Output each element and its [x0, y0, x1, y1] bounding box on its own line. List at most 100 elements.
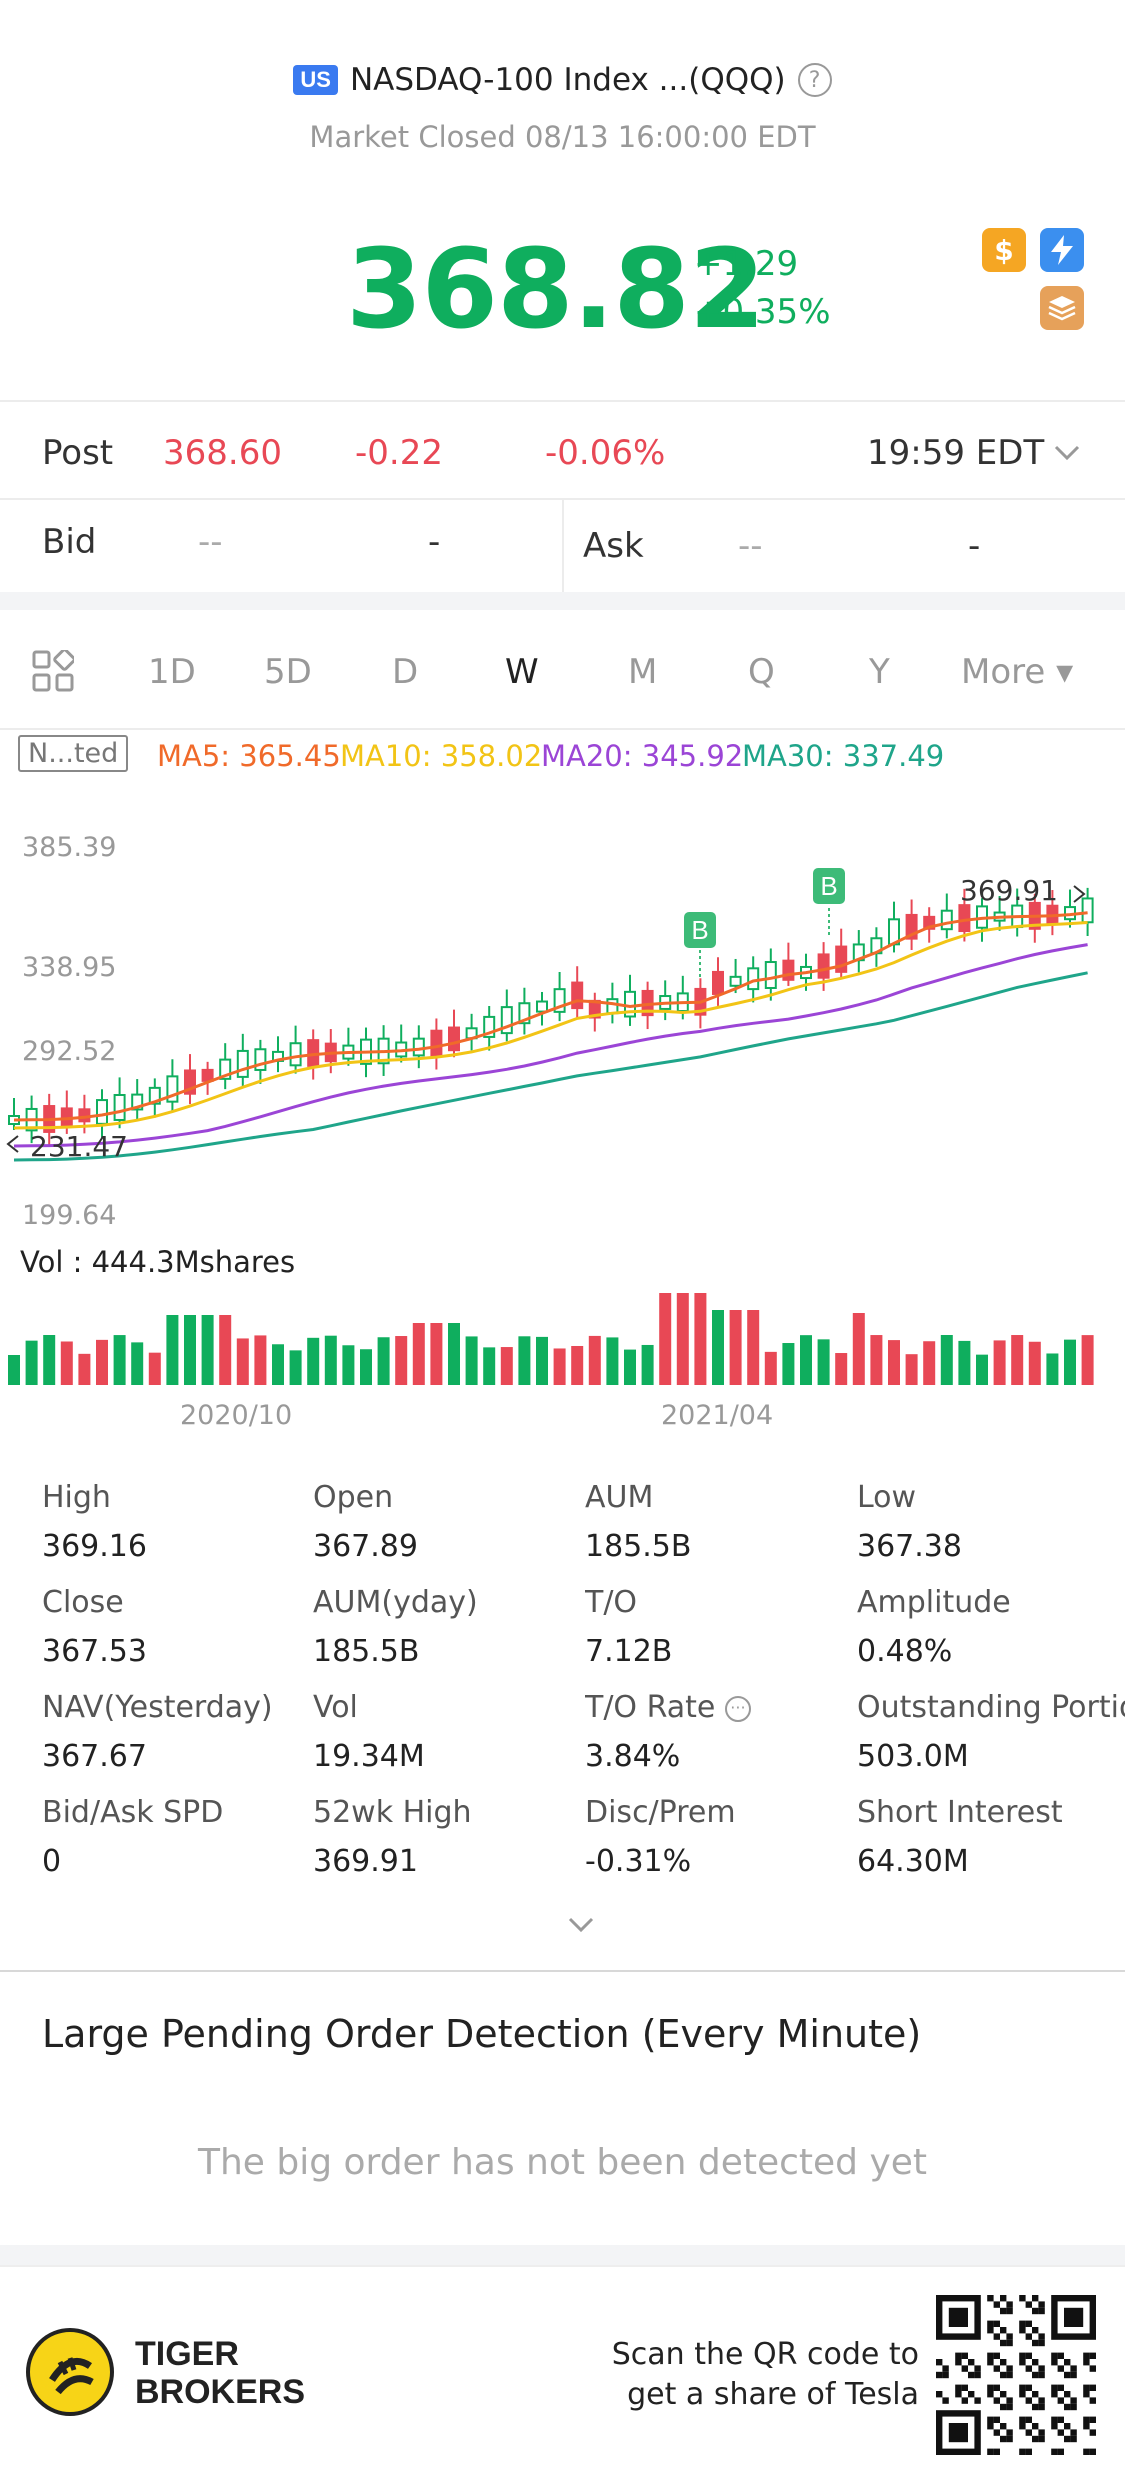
qr-module: [1089, 2448, 1096, 2455]
volume-bar: [782, 1343, 795, 1385]
candle: [606, 998, 619, 1015]
qr-module: [1057, 2416, 1064, 2423]
qr-module: [1038, 2339, 1045, 2347]
volume-bar: [448, 1323, 460, 1385]
volume-bar: [712, 1310, 724, 1385]
volume-bar: [483, 1347, 496, 1385]
stat-outstanding-portion: Outstanding Portion503.0M: [857, 1690, 1125, 1774]
help-icon[interactable]: ?: [797, 63, 832, 97]
y-tick: 385.39: [22, 832, 117, 863]
x-tick: 2021/04: [661, 1400, 774, 1431]
tab-year[interactable]: Y: [869, 652, 890, 692]
volume-bar: [307, 1337, 320, 1385]
ticker-title[interactable]: NASDAQ-100 Index ...(QQQ): [349, 62, 786, 98]
qr-module: [1070, 2429, 1077, 2436]
lightning-icon[interactable]: [1040, 228, 1084, 272]
grid-icon[interactable]: [32, 650, 74, 692]
qr-module: [993, 2333, 1000, 2340]
volume-bar: [25, 1340, 38, 1385]
candle: [166, 1075, 179, 1103]
qr-module: [1032, 2359, 1039, 2366]
tab-5d[interactable]: 5D: [264, 652, 312, 692]
stat-amplitude: Amplitude 0.48%: [857, 1585, 1011, 1669]
tab-1d[interactable]: 1D: [148, 652, 196, 692]
tab-quarter[interactable]: Q: [748, 652, 775, 692]
share-footer: TIGER BROKERS Scan the QR code to get a …: [0, 2265, 1125, 2482]
tab-more[interactable]: More ▾: [961, 652, 1074, 692]
qr-module: [1089, 2429, 1096, 2436]
qr-module: [1070, 2403, 1077, 2411]
volume-bar: [817, 1339, 830, 1385]
buy-marker-text: B: [820, 871, 837, 901]
stat-high: High 369.16: [42, 1480, 147, 1564]
tab-week[interactable]: W: [505, 652, 539, 692]
adjust-mode-button[interactable]: N...ted: [18, 735, 129, 772]
qr-module: [993, 2320, 1000, 2327]
volume-bar: [1028, 1341, 1041, 1385]
qr-module: [942, 2371, 949, 2379]
qr-module: [1006, 2301, 1013, 2308]
volume-bar: [219, 1315, 232, 1385]
divider: [0, 400, 1125, 402]
post-change-percent: -0.06%: [545, 433, 666, 473]
y-tick: 292.52: [22, 1036, 117, 1067]
qr-module: [1000, 2423, 1007, 2430]
volume-bar: [254, 1335, 267, 1385]
volume-bar: [553, 1348, 566, 1385]
qr-module: [1006, 2333, 1013, 2340]
ma30-line: [13, 971, 1088, 1162]
qr-module: [1089, 2384, 1096, 2391]
qr-module: [961, 2365, 968, 2372]
tab-month[interactable]: M: [628, 652, 658, 692]
info-icon[interactable]: ···: [724, 1695, 751, 1722]
candle: [782, 959, 795, 981]
qr-module: [1051, 2423, 1058, 2430]
chevron-down-icon[interactable]: [1054, 445, 1080, 461]
candle: [412, 1037, 425, 1057]
qr-module: [1083, 2448, 1090, 2455]
candle: [764, 961, 777, 989]
qr-module: [993, 2365, 1000, 2372]
high-marker: 369.91: [960, 874, 1058, 907]
volume-bar: [993, 1340, 1006, 1385]
post-time: 19:59 EDT: [867, 433, 1045, 473]
volume-bar: [500, 1347, 513, 1385]
ma20-value: MA20: 345.92: [541, 739, 744, 773]
qr-module: [961, 2397, 968, 2404]
candle: [747, 967, 760, 991]
qr-module: [1038, 2333, 1045, 2340]
layers-icon[interactable]: [1040, 286, 1084, 330]
volume-bar: [588, 1335, 601, 1385]
qr-module: [1000, 2307, 1007, 2315]
candle: [553, 988, 566, 1013]
qr-module: [1038, 2307, 1045, 2315]
candle: [148, 1086, 161, 1105]
qr-finder: [948, 2423, 968, 2443]
qr-module: [955, 2391, 962, 2398]
qr-module: [1038, 2429, 1045, 2436]
candlestick-chart[interactable]: B B 369.91 231.47: [0, 820, 1125, 1240]
qr-finder: [948, 2307, 968, 2327]
expand-chevron-icon[interactable]: [566, 1910, 596, 1940]
post-market-row[interactable]: Post 368.60 -0.22 -0.06% 19:59 EDT: [0, 405, 1125, 500]
qr-module: [1089, 2352, 1096, 2359]
qr-module: [1070, 2371, 1077, 2379]
qr-module: [993, 2301, 1000, 2308]
qr-module: [1051, 2416, 1058, 2423]
post-change: -0.22: [355, 433, 443, 473]
qr-module: [1070, 2365, 1077, 2372]
qr-module: [955, 2352, 962, 2359]
volume-bar: [289, 1350, 302, 1385]
volume-bar: [43, 1335, 56, 1385]
candle: [729, 975, 742, 987]
qr-module: [1025, 2365, 1032, 2372]
qr-module: [1006, 2403, 1013, 2411]
dollar-icon[interactable]: $: [982, 228, 1026, 272]
qr-module: [974, 2365, 981, 2372]
tab-day[interactable]: D: [392, 652, 419, 692]
qr-module: [1064, 2391, 1071, 2398]
stat-turnover-rate[interactable]: T/O Rate ··· 3.84%: [585, 1690, 857, 1774]
candle: [219, 1058, 232, 1080]
qr-module: [1057, 2352, 1064, 2359]
candle: [536, 1000, 548, 1013]
